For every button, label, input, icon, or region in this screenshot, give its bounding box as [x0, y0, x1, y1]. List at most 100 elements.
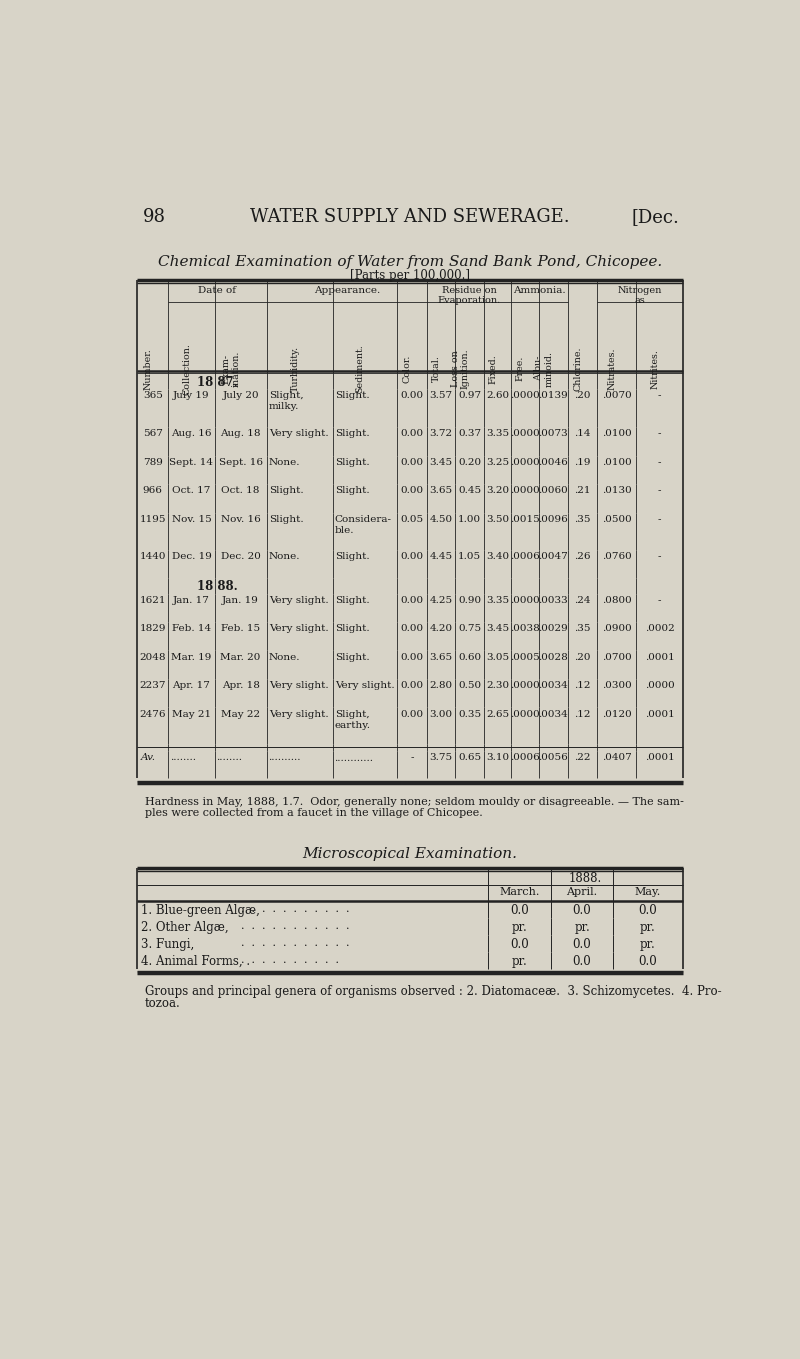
Text: 0.0: 0.0 — [510, 938, 529, 951]
Text: Chemical Examination of Water from Sand Bank Pond, Chicopee.: Chemical Examination of Water from Sand … — [158, 255, 662, 269]
Text: Very slight.: Very slight. — [269, 429, 329, 439]
Text: 0.00: 0.00 — [400, 652, 423, 662]
Text: .  .  .  .  .  .  .  .  .  .  .: . . . . . . . . . . . — [234, 921, 350, 931]
Text: .20: .20 — [574, 391, 590, 400]
Text: 3.72: 3.72 — [430, 429, 453, 439]
Text: .0407: .0407 — [602, 753, 631, 762]
Text: 365: 365 — [142, 391, 162, 400]
Text: .20: .20 — [574, 652, 590, 662]
Text: 4. Animal Forms, .: 4. Animal Forms, . — [141, 954, 250, 968]
Text: Nitrites.: Nitrites. — [650, 349, 659, 389]
Text: Very slight.: Very slight. — [335, 681, 394, 690]
Text: .0800: .0800 — [602, 595, 631, 605]
Text: Considera-
ble.: Considera- ble. — [335, 515, 392, 534]
Text: 0.97: 0.97 — [458, 391, 482, 400]
Text: 0.00: 0.00 — [400, 624, 423, 633]
Text: -: - — [658, 595, 662, 605]
Text: Turbidity.: Turbidity. — [290, 345, 299, 391]
Text: 2.65: 2.65 — [486, 709, 509, 719]
Text: 3.57: 3.57 — [430, 391, 453, 400]
Text: .0015: .0015 — [510, 515, 539, 525]
Text: .0047: .0047 — [538, 552, 568, 561]
Text: 98: 98 — [142, 208, 166, 226]
Text: 2. Other Algæ,: 2. Other Algæ, — [141, 921, 229, 934]
Text: .0000: .0000 — [510, 458, 539, 467]
Text: Microscopical Examination.: Microscopical Examination. — [302, 847, 518, 860]
Text: 0.45: 0.45 — [458, 487, 482, 496]
Text: .0038: .0038 — [510, 624, 539, 633]
Text: 2.80: 2.80 — [430, 681, 453, 690]
Text: Very slight.: Very slight. — [269, 624, 329, 633]
Text: .0033: .0033 — [538, 595, 568, 605]
Text: 3.45: 3.45 — [430, 458, 453, 467]
Text: pr.: pr. — [640, 921, 656, 934]
Text: .0130: .0130 — [602, 487, 631, 496]
Text: .12: .12 — [574, 681, 590, 690]
Text: Exam-
ination.: Exam- ination. — [222, 351, 241, 387]
Text: .21: .21 — [574, 487, 590, 496]
Text: .0001: .0001 — [645, 753, 674, 762]
Text: None.: None. — [269, 552, 301, 561]
Text: Albu-
minoid.: Albu- minoid. — [534, 351, 554, 387]
Text: -: - — [658, 429, 662, 439]
Text: .0139: .0139 — [538, 391, 568, 400]
Text: Sept. 16: Sept. 16 — [218, 458, 262, 467]
Text: 0.00: 0.00 — [400, 429, 423, 439]
Text: .  .  .  .  .  .  .  .  .  .  .: . . . . . . . . . . . — [234, 938, 350, 947]
Text: None.: None. — [269, 652, 301, 662]
Text: .  .  .  .  .  .  .  .  .  .: . . . . . . . . . . — [234, 954, 339, 965]
Text: .0000: .0000 — [510, 429, 539, 439]
Text: Slight.: Slight. — [335, 391, 370, 400]
Text: 0.0: 0.0 — [638, 954, 658, 968]
Text: Slight,
milky.: Slight, milky. — [269, 391, 303, 410]
Text: .0073: .0073 — [538, 429, 568, 439]
Text: tozoa.: tozoa. — [145, 998, 181, 1010]
Text: Jan. 19: Jan. 19 — [222, 595, 259, 605]
Text: 0.90: 0.90 — [458, 595, 482, 605]
Text: .0900: .0900 — [602, 624, 631, 633]
Text: .0120: .0120 — [602, 709, 631, 719]
Text: Ammonia.: Ammonia. — [513, 287, 566, 295]
Text: .0029: .0029 — [538, 624, 568, 633]
Text: Oct. 17: Oct. 17 — [172, 487, 210, 496]
Text: Collection.: Collection. — [182, 342, 191, 394]
Text: WATER SUPPLY AND SEWERAGE.: WATER SUPPLY AND SEWERAGE. — [250, 208, 570, 226]
Text: May 21: May 21 — [172, 709, 211, 719]
Text: 0.0: 0.0 — [573, 954, 591, 968]
Text: May 22: May 22 — [221, 709, 260, 719]
Text: Slight.: Slight. — [335, 429, 370, 439]
Text: Slight.: Slight. — [335, 595, 370, 605]
Text: -: - — [658, 515, 662, 525]
Text: 3.25: 3.25 — [486, 458, 509, 467]
Text: 0.05: 0.05 — [400, 515, 423, 525]
Text: Jan. 17: Jan. 17 — [173, 595, 210, 605]
Text: 3.65: 3.65 — [430, 487, 453, 496]
Text: -: - — [658, 552, 662, 561]
Text: -: - — [658, 487, 662, 496]
Text: 3.05: 3.05 — [486, 652, 509, 662]
Text: Sept. 14: Sept. 14 — [170, 458, 214, 467]
Text: pr.: pr. — [511, 954, 527, 968]
Text: .0000: .0000 — [645, 681, 674, 690]
Text: 1.00: 1.00 — [458, 515, 482, 525]
Text: Apr. 18: Apr. 18 — [222, 681, 259, 690]
Text: .  .  .  .  .  .  .  .  .  .  .: . . . . . . . . . . . — [234, 904, 350, 913]
Text: 0.20: 0.20 — [458, 458, 482, 467]
Text: Slight.: Slight. — [335, 652, 370, 662]
Text: Nov. 16: Nov. 16 — [221, 515, 261, 525]
Text: Nitrogen
as: Nitrogen as — [618, 285, 662, 306]
Text: 0.65: 0.65 — [458, 753, 482, 762]
Text: 3.00: 3.00 — [430, 709, 453, 719]
Text: Slight.: Slight. — [269, 515, 303, 525]
Text: 0.00: 0.00 — [400, 681, 423, 690]
Text: .12: .12 — [574, 709, 590, 719]
Text: .0005: .0005 — [510, 652, 539, 662]
Text: pr.: pr. — [640, 938, 656, 951]
Text: 966: 966 — [142, 487, 162, 496]
Text: Sediment.: Sediment. — [356, 344, 365, 393]
Text: .22: .22 — [574, 753, 590, 762]
Text: 0.75: 0.75 — [458, 624, 482, 633]
Text: -: - — [658, 458, 662, 467]
Text: Aug. 16: Aug. 16 — [171, 429, 212, 439]
Text: 18 88.: 18 88. — [197, 580, 238, 594]
